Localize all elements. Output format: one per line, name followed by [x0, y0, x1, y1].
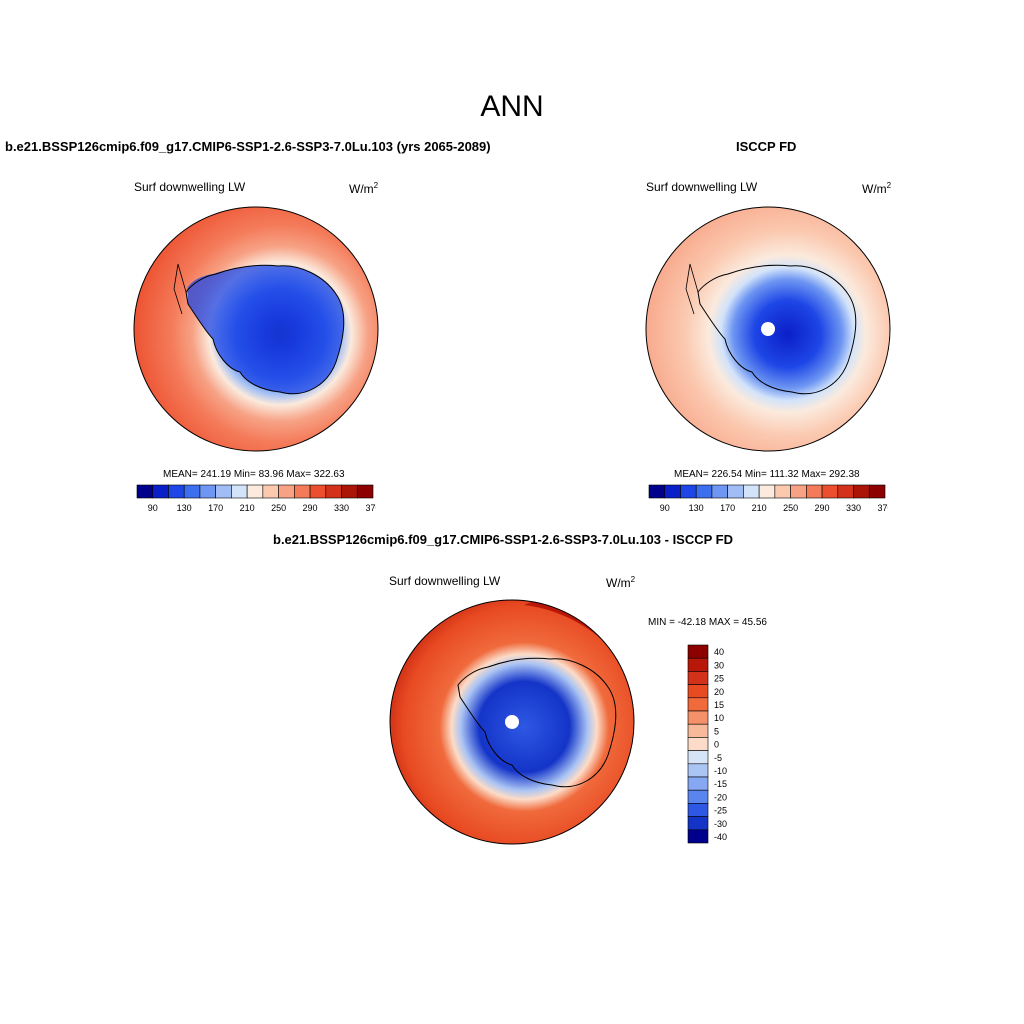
colorbar-tick-label: 330: [334, 503, 349, 513]
colorbar-box: [687, 737, 709, 751]
colorbar-tick-label: -25: [714, 806, 727, 816]
colorbar-tick-label: 290: [303, 503, 318, 513]
colorbar-tick-label: -10: [714, 766, 727, 776]
colorbar-box: [309, 484, 327, 499]
colorbar-box: [183, 484, 201, 499]
colorbar-box: [687, 829, 709, 844]
colorbar-tick-label: 330: [846, 503, 861, 513]
colorbar-tick-label: 20: [714, 687, 724, 697]
colorbar-box: [278, 484, 295, 499]
colorbar-tick-label: 210: [240, 503, 255, 513]
colorbar-box: [687, 697, 709, 712]
colorbar-box: [774, 484, 791, 499]
panel-model-units: W/m2: [349, 181, 379, 196]
colorbar-box: [687, 750, 709, 765]
colorbar-box: [837, 484, 854, 499]
colorbar-box: [853, 484, 870, 499]
colorbar-box: [648, 484, 666, 499]
panel-model-variable: Surf downwelling LW: [134, 180, 246, 194]
colorbar-box: [727, 484, 744, 499]
colorbar-box: [356, 484, 374, 499]
colorbar-box: [199, 484, 216, 499]
colorbar-box: [687, 710, 709, 725]
colorbar-box: [758, 484, 776, 499]
panel-obs-stats: MEAN= 226.54 Min= 111.32 Max= 292.38: [674, 469, 860, 480]
colorbar-tick-label: -30: [714, 819, 727, 829]
colorbar-box: [711, 484, 728, 499]
pole-hole: [761, 322, 775, 336]
panel-model-colorbar: 90 130 170 210 250 290 330 370: [136, 484, 376, 513]
panel-obs-header: ISCCP FD: [736, 139, 797, 154]
colorbar-box: [868, 484, 886, 499]
colorbar-tick-label: 170: [208, 503, 223, 513]
colorbar-box: [806, 484, 823, 499]
panel-obs-colorbar: 90 130 170 210 250 290 330 370: [648, 484, 888, 513]
colorbar-tick-label: 90: [148, 503, 158, 513]
colorbar-box: [695, 484, 713, 499]
panel-obs-variable: Surf downwelling LW: [646, 180, 758, 194]
colorbar-box: [687, 723, 709, 738]
colorbar-box: [687, 789, 709, 804]
colorbar-tick-label: 290: [815, 503, 830, 513]
colorbar-tick-label: -5: [714, 753, 722, 763]
panel-model-stats: MEAN= 241.19 Min= 83.96 Max= 322.63: [163, 469, 345, 480]
colorbar-box: [136, 484, 154, 499]
colorbar-box: [743, 484, 760, 499]
colorbar-tick-label: -20: [714, 792, 727, 802]
colorbar-box: [215, 484, 232, 499]
colorbar-box: [231, 484, 248, 499]
colorbar-tick-label: -40: [714, 832, 727, 842]
colorbar-tick-label: 370: [877, 503, 888, 513]
pole-hole: [505, 715, 519, 729]
panel-obs-units: W/m2: [862, 181, 892, 196]
panel-obs-map: [645, 206, 891, 452]
figure-title: ANN: [480, 90, 544, 123]
colorbar-box: [687, 684, 709, 699]
colorbar-tick-label: 25: [714, 674, 724, 684]
colorbar-tick-label: 130: [177, 503, 192, 513]
colorbar-box: [821, 484, 839, 499]
colorbar-tick-label: 130: [689, 503, 704, 513]
panel-diff-colorbar: 40 30 25 20 15 10 5 0 -5 -10 -15 -20 -25 -30 -40: [687, 644, 727, 844]
colorbar-box: [168, 484, 185, 499]
colorbar-box: [341, 484, 358, 499]
colorbar-box: [262, 484, 279, 499]
panel-model-map: [133, 206, 379, 452]
colorbar-tick-label: 5: [714, 726, 719, 736]
colorbar-box: [687, 803, 709, 817]
colorbar-tick-label: 30: [714, 660, 724, 670]
colorbar-box: [687, 776, 709, 791]
colorbar-box: [687, 644, 709, 659]
colorbar-box: [246, 484, 264, 499]
colorbar-tick-label: 10: [714, 713, 724, 723]
colorbar-tick-label: 370: [365, 503, 376, 513]
panel-diff-variable: Surf downwelling LW: [389, 574, 501, 588]
colorbar-tick-label: 250: [271, 503, 286, 513]
colorbar-tick-label: 40: [714, 647, 724, 657]
colorbar-tick-label: -15: [714, 779, 727, 789]
colorbar-box: [687, 763, 709, 778]
colorbar-box: [680, 484, 697, 499]
panel-model-header: b.e21.BSSP126cmip6.f09_g17.CMIP6-SSP1-2.…: [5, 139, 491, 154]
panel-diff-units: W/m2: [606, 575, 636, 590]
colorbar-box: [325, 484, 342, 499]
colorbar-box: [687, 816, 709, 831]
colorbar-box: [294, 484, 311, 499]
panel-diff-stats: MIN = -42.18 MAX = 45.56: [648, 617, 767, 628]
colorbar-box: [687, 671, 709, 685]
panel-diff-header: b.e21.BSSP126cmip6.f09_g17.CMIP6-SSP1-2.…: [273, 532, 734, 547]
colorbar-tick-label: 90: [660, 503, 670, 513]
colorbar-tick-label: 15: [714, 700, 724, 710]
colorbar-tick-label: 210: [752, 503, 767, 513]
colorbar-box: [664, 484, 681, 499]
colorbar-tick-label: 0: [714, 740, 719, 750]
colorbar-box: [152, 484, 169, 499]
panel-diff-map: [389, 599, 635, 845]
colorbar-tick-label: 170: [720, 503, 735, 513]
colorbar-box: [687, 657, 709, 672]
colorbar-box: [790, 484, 807, 499]
colorbar-tick-label: 250: [783, 503, 798, 513]
